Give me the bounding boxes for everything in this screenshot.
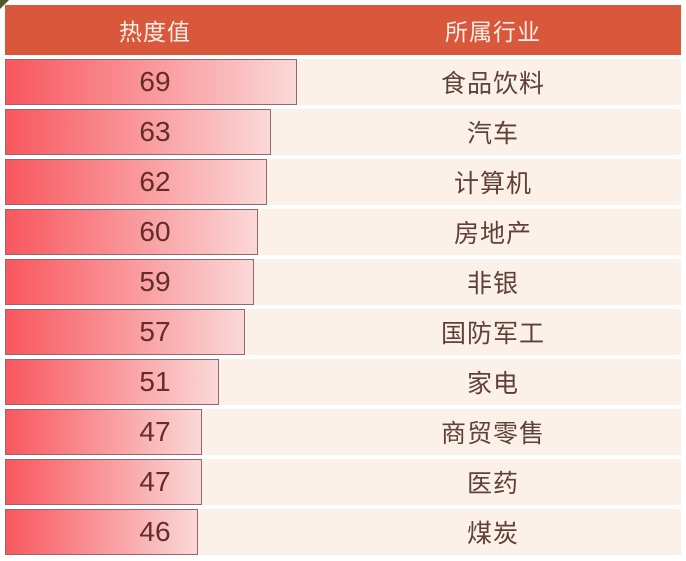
industry-name: 国防军工 xyxy=(440,320,545,348)
industry-name: 商贸零售 xyxy=(440,420,545,448)
table-row: 51 家电 xyxy=(5,359,681,405)
header-heat-value: 热度值 xyxy=(119,19,191,45)
corner-decoration xyxy=(0,0,9,9)
rows: 69 食品饮料 63 汽车 62 计算机 60 房地产 59 非银 57 国防军… xyxy=(5,59,681,555)
table-header: 热度值 所属行业 xyxy=(5,5,681,55)
heat-value: 51 xyxy=(139,366,171,397)
heat-value: 59 xyxy=(139,266,171,297)
heat-bar xyxy=(5,509,198,555)
heat-value: 62 xyxy=(139,166,171,197)
heat-bar xyxy=(5,409,203,455)
industry-name: 计算机 xyxy=(453,170,532,198)
table-row: 57 国防军工 xyxy=(5,309,681,355)
table-row: 46 煤炭 xyxy=(5,509,681,555)
table-row: 60 房地产 xyxy=(5,209,681,255)
industry-name: 房地产 xyxy=(453,220,532,248)
industry-name: 食品饮料 xyxy=(440,70,545,98)
table-row: 47 商贸零售 xyxy=(5,409,681,455)
table-row: 47 医药 xyxy=(5,459,681,505)
industry-name: 煤炭 xyxy=(466,520,519,548)
heat-value: 69 xyxy=(139,66,171,97)
heat-bar xyxy=(5,459,203,505)
heat-value: 57 xyxy=(139,316,171,347)
heat-bar xyxy=(5,159,267,205)
heat-bar xyxy=(5,359,220,405)
table-row: 69 食品饮料 xyxy=(5,59,681,105)
heat-bar xyxy=(5,59,297,105)
heat-value: 63 xyxy=(139,116,171,147)
heat-bar xyxy=(5,109,271,155)
table-row: 59 非银 xyxy=(5,259,681,305)
table-row: 62 计算机 xyxy=(5,159,681,205)
heat-bar xyxy=(5,309,246,355)
header-industry: 所属行业 xyxy=(445,19,541,45)
heat-value: 46 xyxy=(139,516,171,547)
heat-value: 47 xyxy=(139,416,171,447)
heat-value: 47 xyxy=(139,466,171,497)
industry-name: 医药 xyxy=(466,470,519,498)
table-row: 63 汽车 xyxy=(5,109,681,155)
industry-name: 家电 xyxy=(466,370,519,398)
heat-bar xyxy=(5,259,254,305)
industry-name: 汽车 xyxy=(466,120,519,148)
industry-name: 非银 xyxy=(466,270,519,298)
heat-value: 60 xyxy=(139,216,171,247)
heat-bar xyxy=(5,209,258,255)
